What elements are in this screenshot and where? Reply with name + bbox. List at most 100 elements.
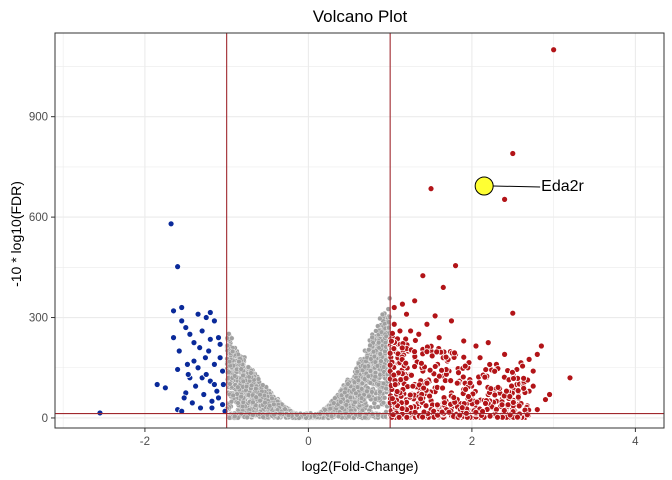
neutral-point bbox=[361, 376, 368, 382]
downregulated-point bbox=[202, 371, 210, 378]
y-tick-label: 900 bbox=[29, 112, 48, 124]
upregulated-point bbox=[458, 404, 466, 412]
upregulated-point bbox=[542, 396, 549, 403]
upregulated-point bbox=[390, 320, 398, 328]
x-axis: -2 0 2 4 bbox=[140, 428, 639, 448]
neutral-point bbox=[377, 315, 383, 322]
neutral-point bbox=[381, 364, 387, 370]
upregulated-point bbox=[465, 393, 472, 400]
neutral-point bbox=[269, 395, 275, 401]
neutral-point bbox=[362, 414, 368, 421]
downregulated-point bbox=[180, 394, 188, 402]
upregulated-point bbox=[508, 382, 515, 390]
y-tick-label: 0 bbox=[42, 413, 48, 425]
neutral-point bbox=[342, 389, 348, 396]
downregulated-point bbox=[197, 404, 204, 412]
neutral-point bbox=[235, 400, 241, 406]
x-tick-label: 4 bbox=[632, 436, 639, 448]
upregulated-point bbox=[398, 344, 406, 352]
downregulated-point bbox=[170, 334, 177, 342]
upregulated-point bbox=[466, 379, 474, 387]
upregulated-point bbox=[433, 401, 441, 409]
neutral-point bbox=[338, 399, 344, 405]
downregulated-point bbox=[184, 371, 192, 378]
upregulated-point bbox=[402, 359, 410, 367]
upregulated-point bbox=[461, 362, 469, 370]
downregulated-point bbox=[215, 394, 222, 402]
downregulated-points bbox=[96, 220, 229, 417]
upregulated-point bbox=[388, 395, 396, 402]
neutral-point bbox=[235, 384, 241, 390]
highlight-connector-line bbox=[493, 185, 541, 188]
downregulated-point bbox=[206, 309, 214, 316]
upregulated-point bbox=[537, 342, 545, 350]
neutral-point bbox=[331, 400, 337, 406]
neutral-point bbox=[382, 340, 388, 346]
upregulated-point bbox=[455, 369, 462, 377]
highlight-label: Eda2r bbox=[541, 178, 584, 195]
upregulated-point bbox=[389, 330, 396, 337]
upregulated-point bbox=[411, 297, 419, 305]
upregulated-point bbox=[406, 391, 414, 399]
neutral-point bbox=[335, 413, 342, 419]
upregulated-point bbox=[422, 402, 430, 410]
downregulated-point bbox=[211, 381, 218, 388]
upregulated-point bbox=[411, 408, 419, 416]
upregulated-point bbox=[476, 354, 484, 362]
upregulated-point bbox=[423, 320, 431, 328]
upregulated-point bbox=[472, 408, 480, 416]
downregulated-point bbox=[206, 335, 214, 343]
neutral-point bbox=[236, 358, 242, 365]
downregulated-point bbox=[202, 314, 210, 321]
neutral-point bbox=[240, 403, 246, 410]
upregulated-point bbox=[435, 334, 443, 342]
downregulated-point bbox=[196, 344, 204, 352]
neutral-point bbox=[369, 411, 376, 417]
neutral-point bbox=[376, 340, 382, 346]
upregulated-point bbox=[482, 399, 489, 407]
neutral-point bbox=[230, 348, 236, 355]
neutral-point bbox=[322, 407, 328, 413]
neutral-point bbox=[378, 358, 384, 364]
downregulated-point bbox=[174, 263, 182, 271]
neutral-point bbox=[353, 390, 359, 396]
neutral-point bbox=[364, 388, 370, 394]
x-tick-label: 0 bbox=[305, 436, 311, 448]
downregulated-point bbox=[192, 382, 200, 390]
chart-title: Volcano Plot bbox=[313, 7, 408, 26]
downregulated-point bbox=[219, 401, 226, 408]
downregulated-point bbox=[211, 360, 218, 368]
upregulated-point bbox=[418, 359, 425, 367]
upregulated-point bbox=[453, 379, 461, 387]
upregulated-point bbox=[533, 350, 541, 358]
upregulated-point bbox=[520, 384, 528, 392]
downregulated-point bbox=[215, 334, 222, 342]
upregulated-point bbox=[494, 413, 501, 421]
upregulated-point bbox=[566, 374, 574, 382]
neutral-point bbox=[354, 384, 361, 390]
neutral-point bbox=[346, 413, 352, 419]
neutral-point bbox=[260, 414, 266, 420]
upregulated-point bbox=[482, 366, 490, 373]
neutral-point bbox=[332, 395, 338, 401]
upregulated-point bbox=[396, 327, 404, 335]
upregulated-point bbox=[503, 387, 510, 395]
upregulated-point bbox=[411, 348, 418, 356]
neutral-point bbox=[369, 389, 375, 395]
neutral-point bbox=[370, 349, 377, 355]
upregulated-point bbox=[408, 371, 415, 379]
neutral-point bbox=[385, 306, 391, 312]
upregulated-point bbox=[419, 272, 427, 280]
neutral-point bbox=[226, 359, 233, 365]
downregulated-point bbox=[208, 404, 216, 412]
upregulated-point bbox=[514, 413, 521, 421]
upregulated-point bbox=[426, 392, 433, 400]
neutral-point bbox=[367, 380, 373, 386]
neutral-point bbox=[262, 400, 268, 406]
upregulated-point bbox=[481, 373, 489, 381]
neutral-point bbox=[243, 383, 250, 390]
neutral-point bbox=[232, 373, 238, 379]
upregulated-point bbox=[473, 398, 481, 406]
upregulated-point bbox=[506, 411, 514, 419]
